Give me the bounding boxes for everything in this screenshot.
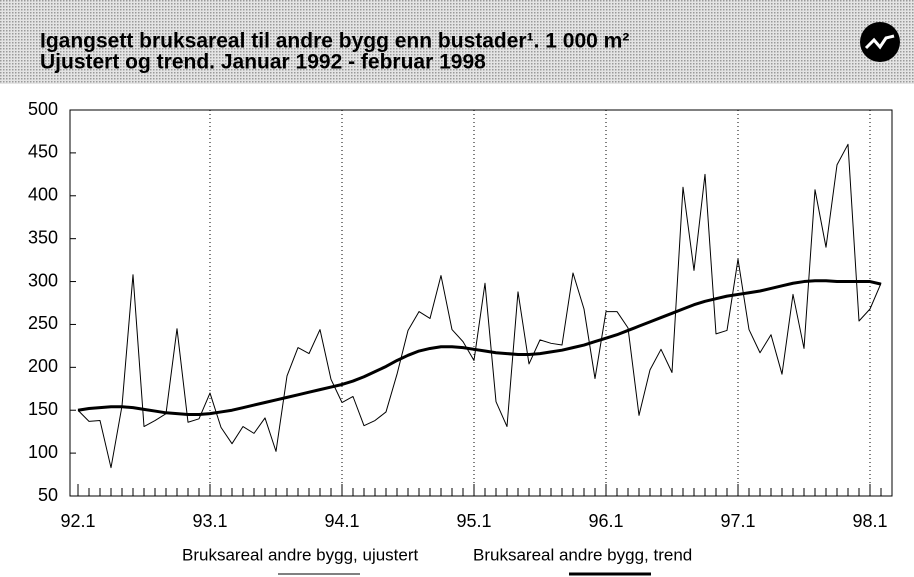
- x-tick-label: 95.1: [456, 511, 491, 531]
- legend-label: Bruksareal andre bygg, trend: [473, 545, 692, 564]
- y-tick-label: 250: [28, 313, 58, 333]
- x-tick-label: 92.1: [60, 511, 95, 531]
- legend-label: Bruksareal andre bygg, ujustert: [182, 545, 419, 564]
- x-tick-label: 96.1: [588, 511, 623, 531]
- x-tick-label: 98.1: [852, 511, 887, 531]
- x-tick-label: 93.1: [192, 511, 227, 531]
- y-tick-label: 500: [28, 99, 58, 119]
- logo: [860, 22, 900, 62]
- y-tick-label: 50: [38, 485, 58, 505]
- x-tick-label: 97.1: [720, 511, 755, 531]
- y-tick-label: 450: [28, 142, 58, 162]
- series-line: [77, 279, 882, 417]
- plot-frame: [69, 109, 893, 497]
- series-line: [77, 143, 882, 469]
- chart-title: Igangsett bruksareal til andre bygg enn …: [40, 30, 629, 53]
- header-band: [0, 0, 914, 84]
- y-tick-label: 300: [28, 270, 58, 290]
- y-tick-label: 150: [28, 399, 58, 419]
- y-tick-label: 200: [28, 356, 58, 376]
- y-tick-label: 100: [28, 442, 58, 462]
- x-tick-label: 94.1: [324, 511, 359, 531]
- y-tick-label: 400: [28, 185, 58, 205]
- y-tick-label: 350: [28, 227, 58, 247]
- chart-subtitle: Ujustert og trend. Januar 1992 - februar…: [40, 51, 486, 74]
